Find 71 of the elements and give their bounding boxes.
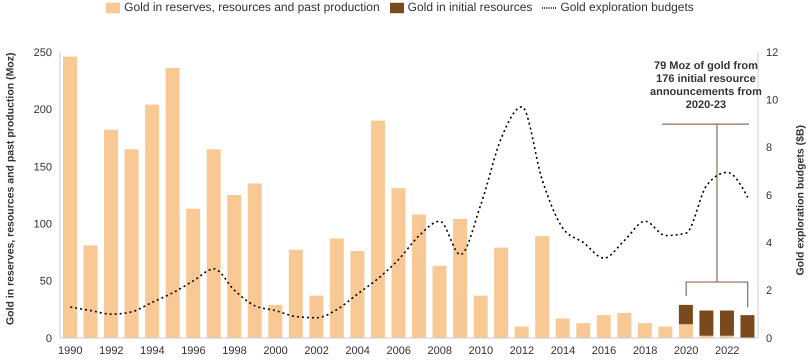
x-tick-label: 2016 — [592, 344, 616, 357]
bar — [391, 188, 406, 338]
x-tick-label: 2004 — [345, 344, 370, 357]
y-axis-title: Gold in reserves, resources and past production (Moz) — [4, 52, 17, 325]
bar — [474, 296, 488, 338]
y2-tick-label: 4 — [766, 238, 772, 250]
y-tick-label: 100 — [34, 218, 52, 231]
bar — [124, 149, 139, 338]
bar — [206, 149, 221, 338]
bar — [596, 315, 611, 338]
x-tick-label: 2022 — [714, 344, 740, 357]
bar — [227, 195, 242, 338]
bar — [63, 56, 77, 338]
x-tick-label: 2000 — [263, 344, 288, 357]
bar — [494, 248, 508, 338]
bar — [166, 68, 180, 338]
y2-axis-title: Gold exploration budgets ($B) — [794, 125, 807, 276]
x-tick-label: 1994 — [140, 344, 165, 357]
bar — [617, 312, 632, 338]
y-tick-label: 50 — [40, 276, 52, 288]
x-tick-label: 2008 — [428, 344, 452, 357]
x-tick-label: 1992 — [99, 344, 124, 357]
bar — [699, 310, 714, 336]
bar — [248, 184, 262, 338]
bar — [658, 326, 672, 338]
bar — [370, 120, 385, 338]
bar — [309, 296, 324, 338]
bar — [678, 304, 693, 324]
x-tick-label: 1998 — [222, 344, 247, 357]
bar — [288, 250, 303, 338]
y-tick-label: 200 — [34, 104, 52, 116]
y2-tick-label: 0 — [766, 332, 772, 345]
y2-tick-label: 10 — [766, 94, 778, 107]
bar — [84, 245, 98, 338]
annotation: 79 Moz of gold from 176 initial resource announcements from 2020-23 — [649, 60, 763, 112]
bar — [453, 219, 468, 338]
bar — [556, 318, 570, 338]
x-tick-label: 1990 — [58, 344, 83, 357]
x-tick-label: 2014 — [550, 344, 576, 357]
x-tick-label: 2018 — [632, 344, 658, 357]
y2-tick-label: 12 — [766, 46, 778, 59]
bar — [514, 326, 529, 338]
y2-tick-label: 8 — [766, 142, 772, 154]
bar — [720, 310, 734, 336]
x-tick-label: 1996 — [181, 344, 206, 357]
y2-tick-label: 2 — [766, 285, 772, 298]
y2-tick-label: 6 — [766, 190, 772, 202]
y-tick-label: 0 — [46, 332, 52, 345]
legend-label: Gold exploration budgets — [560, 0, 694, 14]
legend-label: Gold in reserves, resources and past production — [124, 0, 380, 14]
y-tick-label: 150 — [34, 161, 52, 174]
x-tick-label: 2012 — [510, 344, 534, 357]
bar — [432, 266, 447, 338]
bar — [678, 324, 693, 338]
bar — [186, 208, 200, 338]
bar — [145, 104, 160, 338]
bar — [330, 238, 344, 338]
x-tick-label: 2020 — [674, 344, 698, 357]
x-tick-label: 2002 — [304, 344, 329, 357]
bar — [412, 214, 426, 338]
bar — [350, 251, 364, 338]
x-tick-label: 2010 — [468, 344, 494, 357]
x-tick-label: 2006 — [386, 344, 411, 357]
bar — [104, 130, 118, 338]
bar — [638, 323, 652, 338]
bar — [740, 315, 754, 338]
legend-label: Gold in initial resources — [408, 0, 532, 14]
bar — [535, 236, 550, 338]
y-tick-label: 250 — [34, 46, 52, 59]
bar — [576, 323, 590, 338]
bar — [268, 304, 282, 338]
